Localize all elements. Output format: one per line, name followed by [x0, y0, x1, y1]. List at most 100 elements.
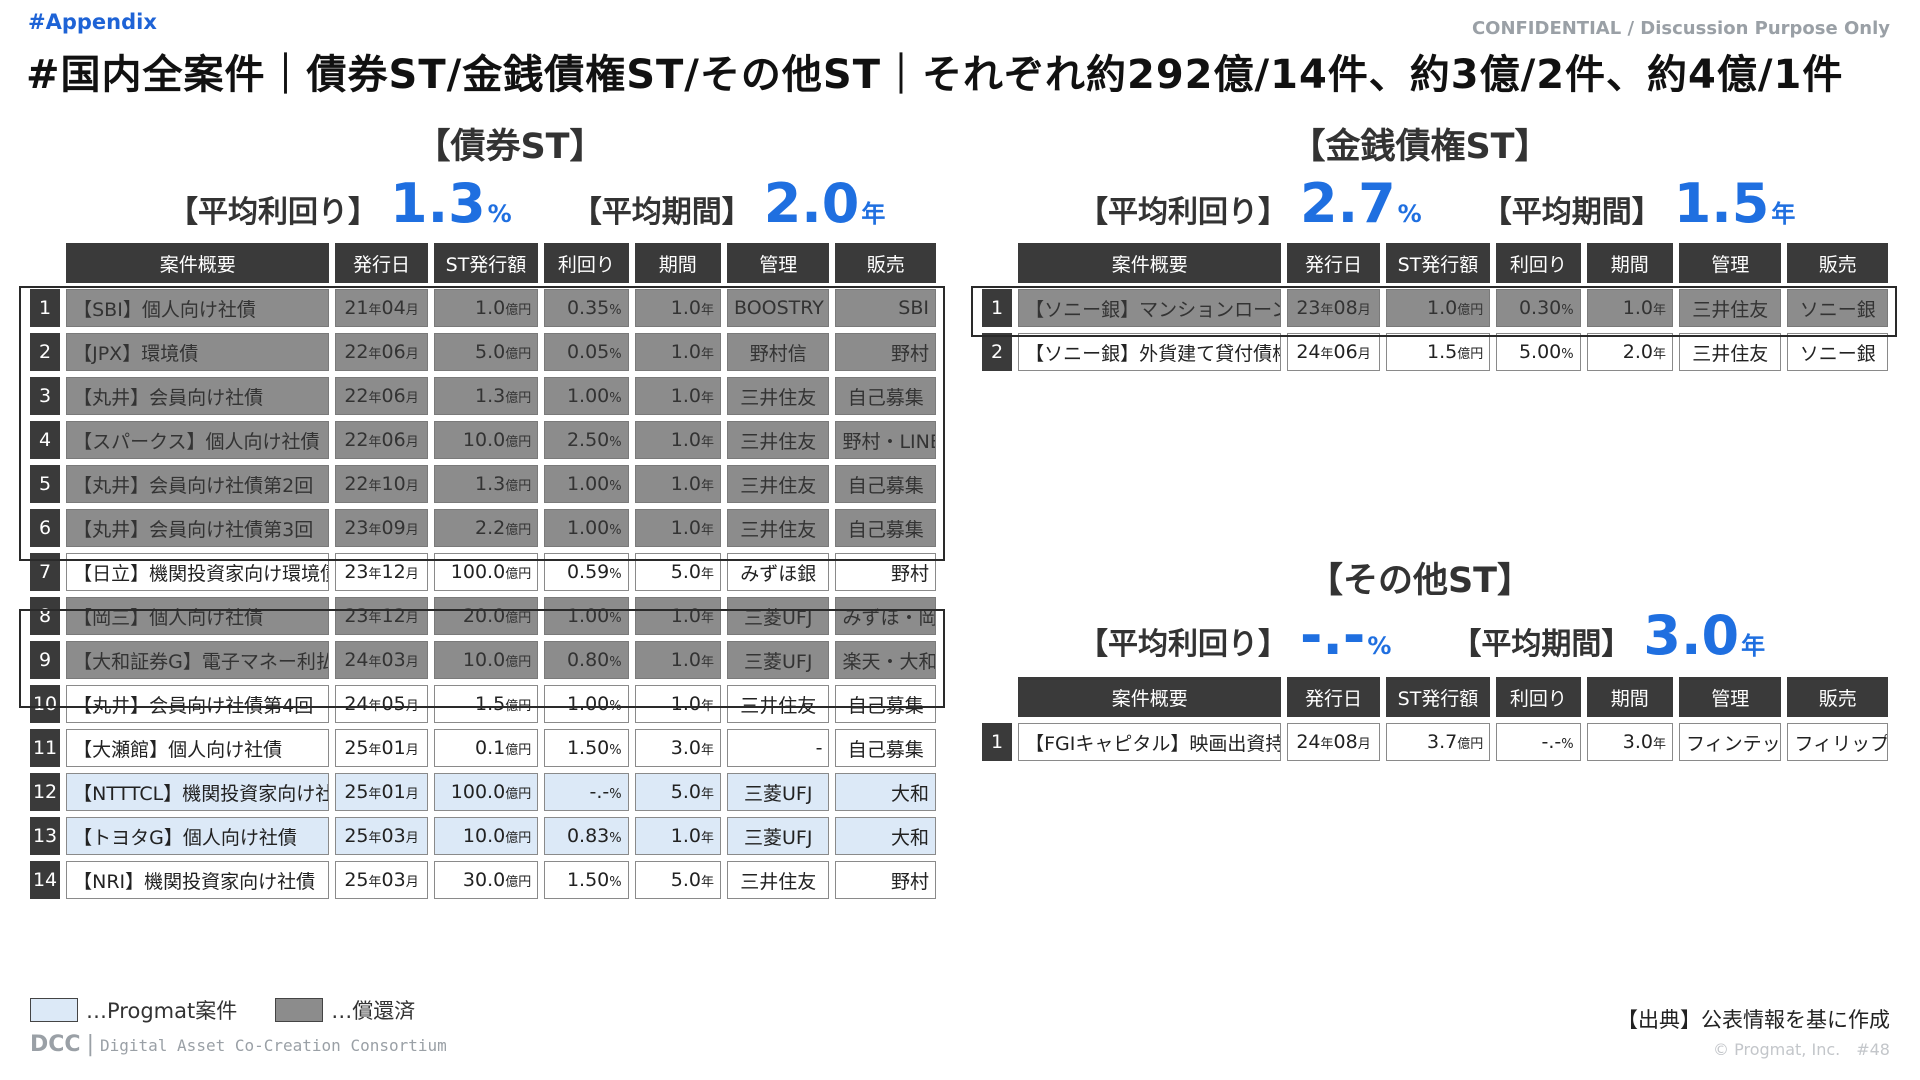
- issue-month: 03: [381, 649, 406, 671]
- period-cell: 5.0年: [634, 773, 721, 811]
- table-row: 2 【JPX】環境債 22年06月 5.0億円 0.05% 1.0年 野村信 野村: [30, 333, 936, 371]
- table-row: 9【大和証券G】電子マネー利払社債24年03月10.0億円0.80%1.0年三菱…: [30, 641, 936, 679]
- st-amount-cell: 10.0億円: [433, 421, 539, 459]
- issue-month: 03: [381, 869, 406, 891]
- seller-cell: フィリップ: [1787, 723, 1888, 761]
- seller-cell: 大和: [835, 817, 936, 855]
- year-unit: 年: [368, 435, 382, 450]
- yield-cell: 2.50%: [544, 421, 629, 459]
- yield-value: 0.80: [566, 649, 610, 671]
- year-unit: 年: [368, 743, 382, 758]
- table-row: 2 【ソニー銀】外貨建て貸付債権 24年06月 1.5億円 5.00% 2.0年 三井住友ソ…: [982, 333, 1888, 371]
- yield-value: 0.35: [566, 297, 610, 319]
- issue-year: 23: [1296, 297, 1321, 319]
- issue-date-cell: 24年08月: [1287, 723, 1380, 761]
- oku-unit: 億円: [505, 303, 532, 318]
- issue-date-cell: 25年03月: [335, 861, 428, 899]
- period-value: 1.0: [670, 297, 701, 319]
- monetary-section-title: 【金銭債権ST】: [1290, 127, 1550, 167]
- issue-date-cell: 25年03月: [335, 817, 428, 855]
- pct-unit: %: [609, 743, 622, 758]
- year-unit: 年: [700, 567, 714, 582]
- case-summary-cell: 【NRI】機関投資家向け社債: [66, 861, 330, 899]
- pct-unit: %: [609, 567, 622, 582]
- st-amount-value: 10.0: [462, 649, 506, 671]
- manager-cell: みずほ銀: [727, 553, 830, 591]
- pct-unit: %: [609, 699, 622, 714]
- pct-unit: %: [609, 479, 622, 494]
- case-summary-cell: 【FGIキャピタル】映画出資持分(宝島): [1018, 723, 1282, 761]
- dcc-logo-name: Digital Asset Co-Creation Consortium: [99, 1036, 447, 1055]
- seller-cell: ソニー銀: [1787, 289, 1888, 327]
- yield-value: 1.00: [566, 605, 610, 627]
- row-number: 4: [30, 421, 61, 459]
- row-number: 10: [30, 685, 61, 723]
- manager-cell: 三井住友: [727, 465, 830, 503]
- issue-date-cell: 23年08月: [1287, 289, 1380, 327]
- pct-unit: %: [609, 655, 622, 670]
- header-blank: [982, 243, 1012, 283]
- other-table-body: 1【FGIキャピタル】映画出資持分(宝島)24年08月3.7億円-.-%3.0年…: [982, 723, 1888, 761]
- bond-yield-label: 【平均利回り】: [168, 195, 378, 230]
- case-summary-cell: 【SBI】個人向け社債: [66, 289, 330, 327]
- legend-redeemed-swatch: [275, 998, 324, 1022]
- issue-date-cell: 25年01月: [335, 773, 428, 811]
- case-summary-cell: 【丸井】会員向け社債: [66, 377, 330, 415]
- st-amount-cell: 1.5億円: [433, 685, 539, 723]
- yield-cell: 1.50%: [544, 861, 629, 899]
- issue-year: 24: [1296, 731, 1321, 753]
- source-note: 【出典】公表情報を基に作成: [1617, 1008, 1890, 1032]
- copyright: © Progmat, Inc. #48: [1713, 1040, 1890, 1059]
- other-yield-label: 【平均利回り】: [1078, 627, 1288, 662]
- manager-cell: 三井住友: [1679, 289, 1782, 327]
- issue-date-cell: 24年05月: [335, 685, 428, 723]
- issue-year: 24: [1296, 341, 1321, 363]
- period-cell: 1.0年: [634, 817, 721, 855]
- table-row: 12 【NTTTCL】機関投資家向け社債 25年01月 100.0億円 -.-% 5.0年…: [30, 773, 936, 811]
- oku-unit: 億円: [505, 567, 532, 582]
- seller-cell: 野村: [835, 333, 936, 371]
- table-row: 1 【SBI】個人向け社債 21年04月 1.0億円 0.35% 1.0年 BOOSTRY S…: [30, 289, 936, 327]
- year-unit: 年: [368, 875, 382, 890]
- month-unit: 月: [405, 391, 419, 406]
- case-summary-cell: 【大和証券G】電子マネー利払社債: [66, 641, 330, 679]
- legend: …Progmat案件 …償還済: [30, 995, 415, 1025]
- bond-section-title: 【債券ST】: [415, 127, 605, 167]
- year-unit: 年: [700, 435, 714, 450]
- issue-year: 21: [344, 297, 369, 319]
- bond-stats: 【平均利回り】 1.3 % 【平均期間】 2.0 年: [168, 172, 945, 235]
- st-amount-value: 2.2: [474, 517, 506, 539]
- column-header: 管理: [727, 243, 830, 283]
- pct-unit: %: [1561, 347, 1574, 362]
- issue-month: 06: [1333, 341, 1358, 363]
- st-amount-cell: 100.0億円: [433, 553, 539, 591]
- row-number: 14: [30, 861, 61, 899]
- st-amount-value: 1.3: [474, 473, 506, 495]
- st-amount-value: 5.0: [474, 341, 506, 363]
- column-header: 利回り: [1496, 243, 1581, 283]
- st-amount-value: 1.0: [1426, 297, 1458, 319]
- bond-table: 案件概要 発行日 ST発行額 利回り 期間 管理 販売 1 【SBI】個人向け社債 21年04月…: [24, 237, 942, 905]
- issue-date-cell: 22年06月: [335, 421, 428, 459]
- seller-cell: 楽天・大和: [835, 641, 936, 679]
- yield-cell: 1.00%: [544, 465, 629, 503]
- yield-value: 5.00: [1518, 341, 1562, 363]
- yield-value: 1.00: [566, 693, 610, 715]
- st-amount-value: 20.0: [462, 605, 506, 627]
- oku-unit: 億円: [1457, 303, 1484, 318]
- seller-cell: みずほ・岡三: [835, 597, 936, 635]
- st-amount-value: 10.0: [462, 825, 506, 847]
- yield-cell: 1.00%: [544, 377, 629, 415]
- yield-cell: 0.59%: [544, 553, 629, 591]
- issue-month: 10: [381, 473, 406, 495]
- year-unit: 年: [700, 611, 714, 626]
- period-value: 1.0: [670, 341, 701, 363]
- pct-unit: %: [609, 391, 622, 406]
- issue-date-cell: 22年06月: [335, 377, 428, 415]
- table-row: 10 【丸井】会員向け社債第4回 24年05月 1.5億円 1.00% 1.0年 三井住友自…: [30, 685, 936, 723]
- yield-value: -.-: [589, 781, 610, 803]
- yield-value: 0.59: [566, 561, 610, 583]
- monetary-table-body: 1【ソニー銀】マンションローン債権23年08月1.0億円0.30%1.0年三井住…: [982, 289, 1888, 371]
- table-row: 14 【NRI】機関投資家向け社債 25年03月 30.0億円 1.50% 5.0年 三井住…: [30, 861, 936, 899]
